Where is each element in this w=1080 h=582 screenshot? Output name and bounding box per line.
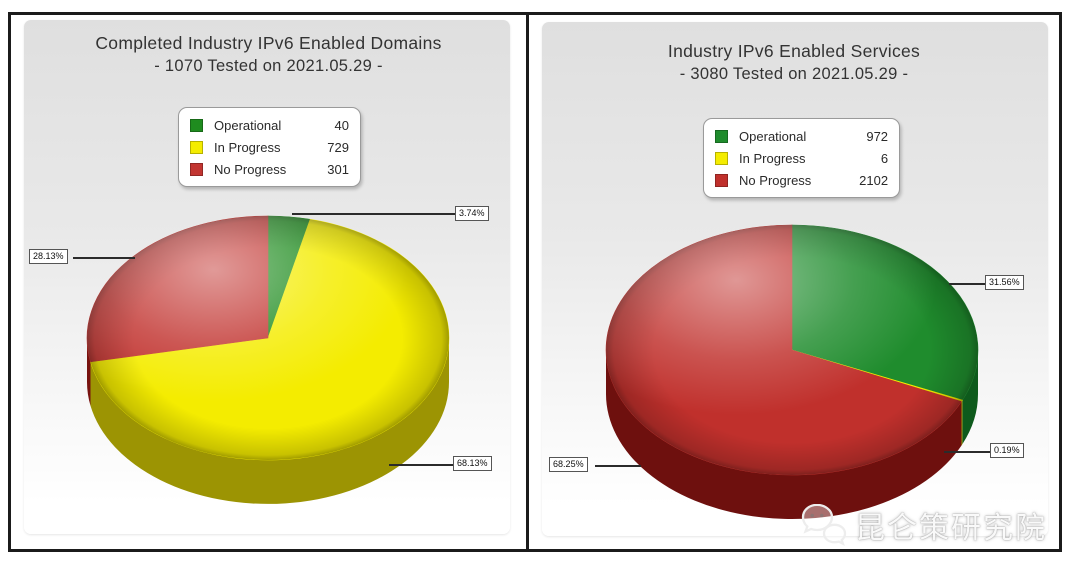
services-legend: Operational 972 In Progress 6 No Progres… bbox=[703, 118, 901, 198]
operational-swatch-icon bbox=[715, 130, 729, 143]
leader-line bbox=[944, 451, 991, 453]
pct-label-in-progress: 0.19% bbox=[990, 443, 1024, 458]
legend-label: In Progress bbox=[214, 140, 281, 155]
services-pie-chart bbox=[605, 224, 979, 520]
legend-label: No Progress bbox=[739, 173, 812, 188]
legend-item-no-progress: No Progress 301 bbox=[190, 160, 349, 179]
legend-value: 6 bbox=[880, 151, 889, 166]
in-progress-swatch-icon bbox=[190, 141, 203, 154]
legend-item-in-progress: In Progress 6 bbox=[715, 149, 888, 168]
legend-value: 2102 bbox=[859, 173, 889, 188]
pct-label-operational: 3.74% bbox=[455, 206, 489, 221]
services-chart-title: Industry IPv6 Enabled Services bbox=[667, 41, 921, 61]
legend-item-operational: Operational 972 bbox=[715, 127, 888, 146]
chart-frame: Completed Industry IPv6 Enabled Domains … bbox=[8, 12, 1062, 552]
legend-item-no-progress: No Progress 2102 bbox=[715, 171, 888, 190]
chat-bubbles-icon bbox=[801, 504, 847, 546]
domains-chart-subtitle: - 1070 Tested on 2021.05.29 - bbox=[154, 57, 383, 75]
services-chart-panel: Industry IPv6 Enabled Services - 3080 Te… bbox=[529, 15, 1059, 549]
leader-line bbox=[389, 464, 453, 466]
leader-line bbox=[595, 465, 642, 467]
legend-item-operational: Operational 40 bbox=[190, 116, 349, 135]
legend-value: 40 bbox=[334, 118, 349, 133]
legend-label: No Progress bbox=[214, 162, 287, 177]
watermark: 昆仑策研究院 bbox=[800, 503, 1047, 547]
pct-label-operational: 31.56% bbox=[985, 275, 1024, 290]
leader-line bbox=[949, 283, 986, 285]
domains-chart-panel: Completed Industry IPv6 Enabled Domains … bbox=[11, 15, 526, 549]
legend-label: Operational bbox=[214, 118, 282, 133]
operational-swatch-icon bbox=[190, 119, 203, 132]
services-chart-subtitle: - 3080 Tested on 2021.05.29 - bbox=[679, 65, 909, 83]
in-progress-swatch-icon bbox=[715, 152, 729, 165]
domains-pie-chart bbox=[86, 215, 450, 504]
legend-value: 729 bbox=[327, 140, 349, 155]
leader-line bbox=[292, 213, 455, 215]
pct-label-no-progress: 28.13% bbox=[29, 249, 68, 264]
legend-item-in-progress: In Progress 729 bbox=[190, 138, 349, 157]
domains-chart-title: Completed Industry IPv6 Enabled Domains bbox=[95, 33, 442, 53]
no-progress-swatch-icon bbox=[715, 174, 729, 187]
leader-line bbox=[73, 257, 135, 259]
legend-value: 972 bbox=[866, 129, 889, 144]
domains-legend: Operational 40 In Progress 729 No Progre… bbox=[178, 107, 361, 187]
watermark-text: 昆仑策研究院 bbox=[855, 512, 1047, 545]
legend-label: Operational bbox=[739, 129, 807, 144]
no-progress-swatch-icon bbox=[190, 163, 203, 176]
pct-label-in-progress: 68.13% bbox=[453, 456, 492, 471]
legend-value: 301 bbox=[327, 162, 349, 177]
panel-divider bbox=[526, 15, 530, 549]
pct-label-no-progress: 68.25% bbox=[549, 457, 588, 472]
legend-label: In Progress bbox=[739, 151, 806, 166]
